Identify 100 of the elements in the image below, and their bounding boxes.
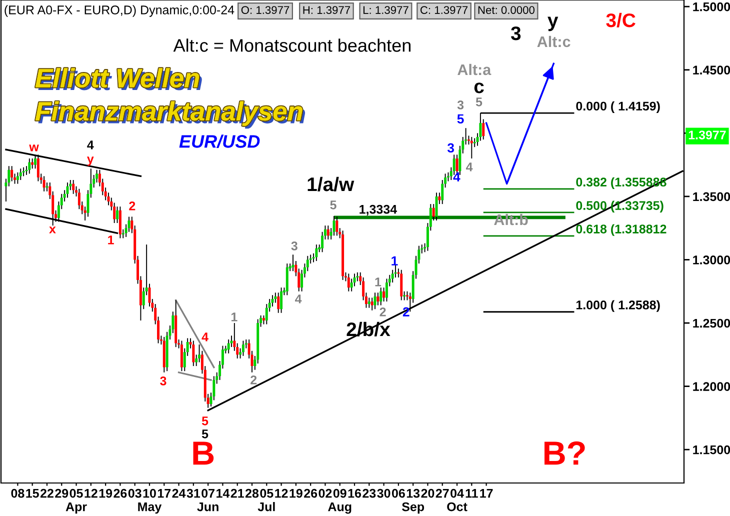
annotation: O: 1.3977 bbox=[241, 6, 290, 14]
candlestick bbox=[368, 297, 370, 308]
candlestick bbox=[280, 287, 283, 314]
candlestick bbox=[435, 192, 438, 221]
x-tick-label: 17 bbox=[480, 489, 493, 498]
x-tick-label: 26 bbox=[304, 488, 318, 498]
x-tick-label: 24 bbox=[172, 488, 186, 498]
y-tick-label: 1.2000 bbox=[693, 382, 730, 391]
text: 1.3977 bbox=[688, 130, 726, 140]
annotation: c bbox=[474, 82, 484, 94]
annotation: 4 bbox=[453, 172, 460, 182]
x-tick-label: 06 bbox=[392, 488, 405, 498]
candlestick bbox=[16, 172, 19, 184]
annotation: 5 bbox=[330, 200, 336, 210]
x-tick-label: 21 bbox=[230, 488, 244, 498]
annotation: B bbox=[193, 442, 214, 465]
annotation: Alt:c = Monatscount beachten bbox=[173, 38, 410, 52]
candlestick bbox=[374, 292, 376, 310]
candlestick bbox=[376, 292, 380, 306]
annotation: w bbox=[29, 144, 39, 152]
annotation: 4 bbox=[295, 294, 302, 304]
annotation: y bbox=[87, 156, 94, 166]
candlestick bbox=[408, 292, 412, 312]
candlestick bbox=[242, 340, 244, 356]
y-tick-label: 1.5000 bbox=[693, 2, 730, 12]
annotation: 1 bbox=[108, 236, 114, 244]
candlestick bbox=[332, 216, 336, 236]
candlestick bbox=[380, 287, 382, 306]
annotation: 2 bbox=[380, 308, 386, 316]
candlestick bbox=[277, 292, 280, 314]
annotation: L: 1.3977 bbox=[363, 6, 408, 14]
x-tick-label: 19 bbox=[99, 488, 112, 498]
annotation: H: 1.3977 bbox=[303, 6, 350, 14]
candlestick bbox=[28, 158, 31, 174]
annotation: C: 1.3977 bbox=[420, 6, 468, 14]
candlestick bbox=[42, 176, 46, 192]
annotation: 4 bbox=[87, 140, 94, 150]
ref-line-label: 1,3334 bbox=[360, 204, 397, 216]
x-tick-label: 27 bbox=[436, 488, 449, 498]
candlestick bbox=[438, 192, 441, 205]
candlestick bbox=[19, 168, 22, 180]
candlestick bbox=[391, 269, 394, 283]
candlestick bbox=[72, 180, 75, 194]
candlestick bbox=[347, 273, 350, 292]
annotation: 3 bbox=[447, 143, 454, 153]
annotation: 3 bbox=[510, 26, 521, 40]
annotation: 4 bbox=[466, 162, 473, 172]
annotation: y bbox=[548, 16, 558, 32]
chart-title: (EUR A0-FX - EURO,D) Dynamic,0:00-24 bbox=[4, 5, 234, 17]
x-tick-label: 28 bbox=[245, 488, 259, 498]
annotation: 2 bbox=[129, 202, 136, 210]
annotation: 5 bbox=[202, 416, 208, 426]
candlestick bbox=[31, 158, 34, 170]
candlestick bbox=[192, 340, 195, 367]
candlestick bbox=[227, 338, 230, 354]
candlestick bbox=[385, 278, 388, 302]
x-tick-label: 14 bbox=[216, 489, 230, 498]
candlestick bbox=[400, 269, 403, 301]
x-tick-label: 08 bbox=[11, 488, 24, 498]
candlestick bbox=[336, 216, 338, 236]
annotation: 3 bbox=[457, 100, 464, 110]
annotation: B? bbox=[544, 441, 585, 465]
x-tick-label: 30 bbox=[377, 488, 390, 498]
y-tick-label: 1.1500 bbox=[693, 445, 730, 454]
x-tick-label: 22 bbox=[40, 488, 54, 498]
annotation: 1 bbox=[392, 256, 398, 266]
x-tick-label: 03 bbox=[128, 488, 142, 498]
x-tick-label: 02 bbox=[318, 488, 332, 498]
candlestick bbox=[432, 204, 435, 221]
annotation: Elliott Wellen Finanzmarktanalysen bbox=[35, 68, 306, 129]
candlestick bbox=[66, 182, 69, 198]
candlestick bbox=[180, 340, 183, 372]
annotation: 3/C bbox=[606, 12, 636, 28]
candlestick bbox=[78, 188, 80, 210]
x-tick-label: 11 bbox=[466, 489, 478, 498]
ref-line-label: 1.000 ( 1.2588) bbox=[576, 300, 660, 312]
annotation: 5 bbox=[457, 114, 464, 124]
y-tick-label: 1.2500 bbox=[693, 318, 730, 328]
y-tick-label: 1.4500 bbox=[693, 66, 730, 75]
y-tick-label: 1.3000 bbox=[693, 256, 730, 264]
candlestick bbox=[482, 118, 485, 140]
x-tick-label: 12 bbox=[275, 488, 288, 498]
annotation: 4 bbox=[202, 332, 208, 342]
candlestick bbox=[326, 225, 330, 240]
candlestick bbox=[274, 292, 277, 304]
y-tick-label: 1.3500 bbox=[693, 192, 730, 202]
x-tick-label: 05 Jul bbox=[258, 488, 275, 512]
x-tick-label: 26 bbox=[114, 488, 127, 498]
ref-line-label: 0.000 ( 1.4159) bbox=[576, 101, 660, 114]
annotation: Alt:c bbox=[537, 36, 570, 48]
x-tick-label: 12 bbox=[84, 488, 98, 498]
candlestick bbox=[370, 297, 374, 311]
annotation: 3 bbox=[291, 242, 298, 250]
candlestick bbox=[470, 136, 473, 159]
x-tick-label: 16 bbox=[348, 488, 362, 498]
candlestick bbox=[315, 244, 318, 262]
annotation: x bbox=[49, 226, 56, 234]
annotation: 1 bbox=[231, 312, 238, 322]
x-tick-label: 17 bbox=[158, 489, 171, 498]
x-tick-label: 20 bbox=[421, 488, 434, 498]
